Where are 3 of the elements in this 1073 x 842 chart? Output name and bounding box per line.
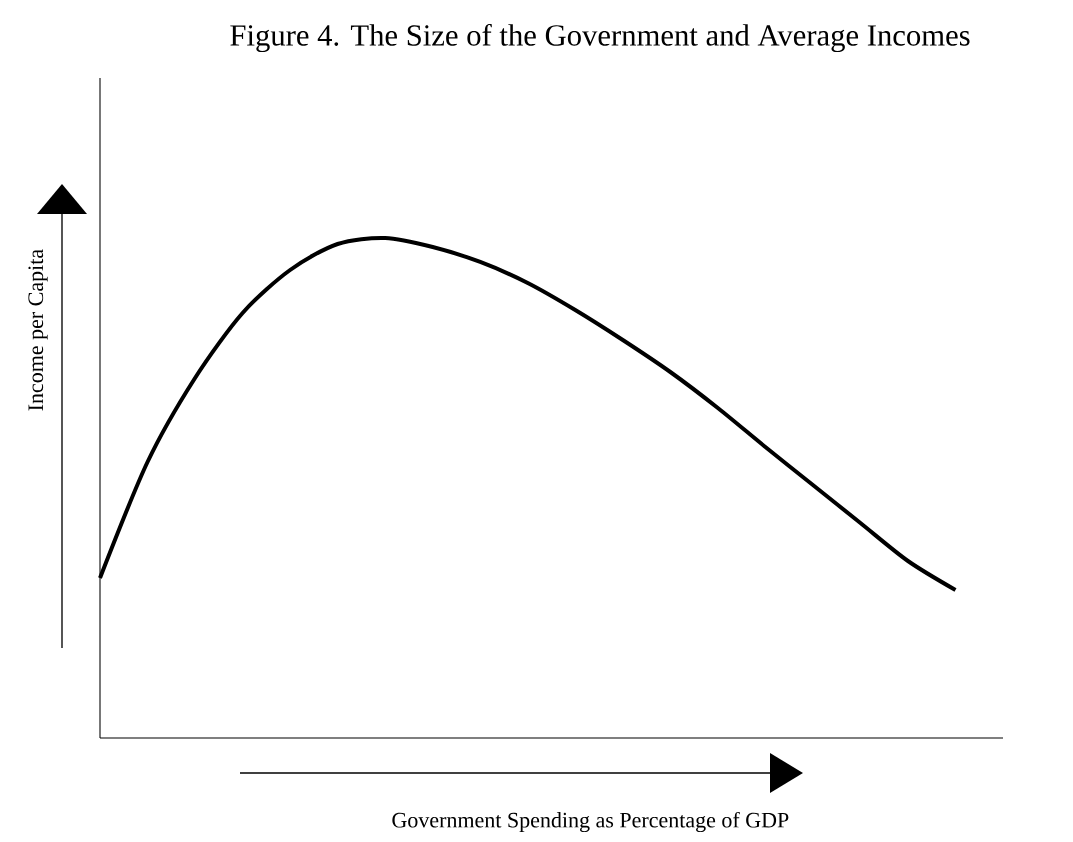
chart-title: Figure 4. The Size of the Government and Average Incomes bbox=[230, 23, 970, 53]
y-axis-title: Income per Capita bbox=[28, 249, 48, 411]
x-axis-title: Government Spending as Percentage of GDP bbox=[392, 811, 789, 833]
